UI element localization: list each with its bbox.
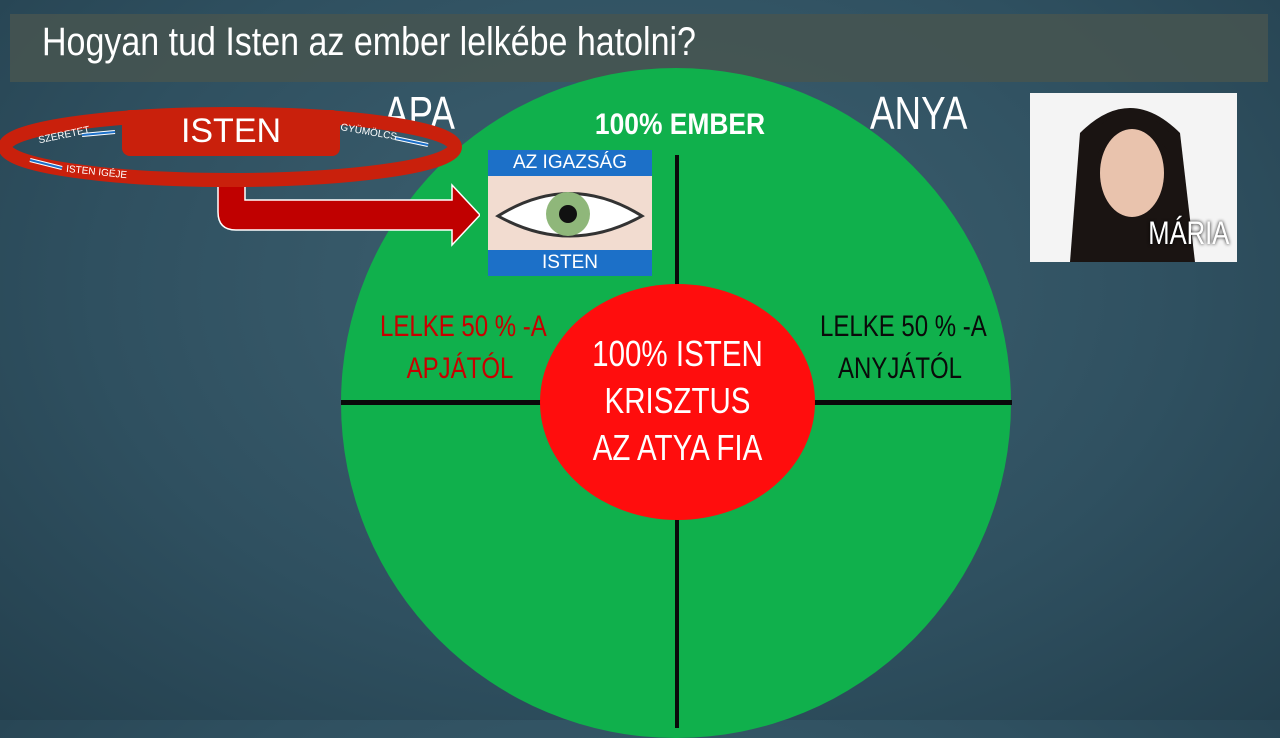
anya-label: ANYA <box>870 87 968 139</box>
divider-right <box>814 400 1012 405</box>
center-text: 100% ISTEN KRISZTUS AZ ATYA FIA <box>565 330 791 471</box>
arrow-icon <box>394 137 429 146</box>
right-soul-line-2: ANYJÁTÓL <box>837 352 963 385</box>
arrow-icon <box>29 159 63 169</box>
eye-card-bottom: ISTEN GYERMEKE <box>488 250 652 276</box>
center-line-3: AZ ATYA FIA <box>592 427 763 468</box>
divider-top <box>675 155 679 285</box>
maria-photo: MÁRIA <box>1030 93 1237 262</box>
left-soul-line-1: LELKE 50 % -A <box>380 310 547 343</box>
woman-portrait-image <box>1070 108 1195 262</box>
eye-card-top: AZ IGAZSÁG <box>488 150 652 176</box>
eye-card: AZ IGAZSÁG ISTEN GYERMEKE <box>488 150 652 276</box>
slide-title: Hogyan tud Isten az ember lelkébe hatoln… <box>42 20 696 64</box>
eye-icon <box>495 192 645 238</box>
center-line-2: KRISZTUS <box>604 380 751 421</box>
left-soul-line-2: APJÁTÓL <box>406 352 514 385</box>
god-circle <box>540 284 815 520</box>
isten-label: ISTEN <box>180 112 282 150</box>
isten-cycle-diagram <box>0 107 480 247</box>
maria-caption: MÁRIA <box>1147 215 1229 251</box>
divider-left <box>341 400 541 405</box>
arrow-icon <box>81 131 116 136</box>
flow-arrow <box>217 181 480 247</box>
left-soul-text: LELKE 50 % -A APJÁTÓL <box>380 306 547 390</box>
ember-label: 100% EMBER <box>594 108 766 141</box>
center-line-1: 100% ISTEN <box>592 333 763 374</box>
right-soul-line-1: LELKE 50 % -A <box>820 310 987 343</box>
isten-box <box>122 110 340 156</box>
right-soul-text: LELKE 50 % -A ANYJÁTÓL <box>820 306 987 390</box>
divider-bottom <box>675 518 679 728</box>
